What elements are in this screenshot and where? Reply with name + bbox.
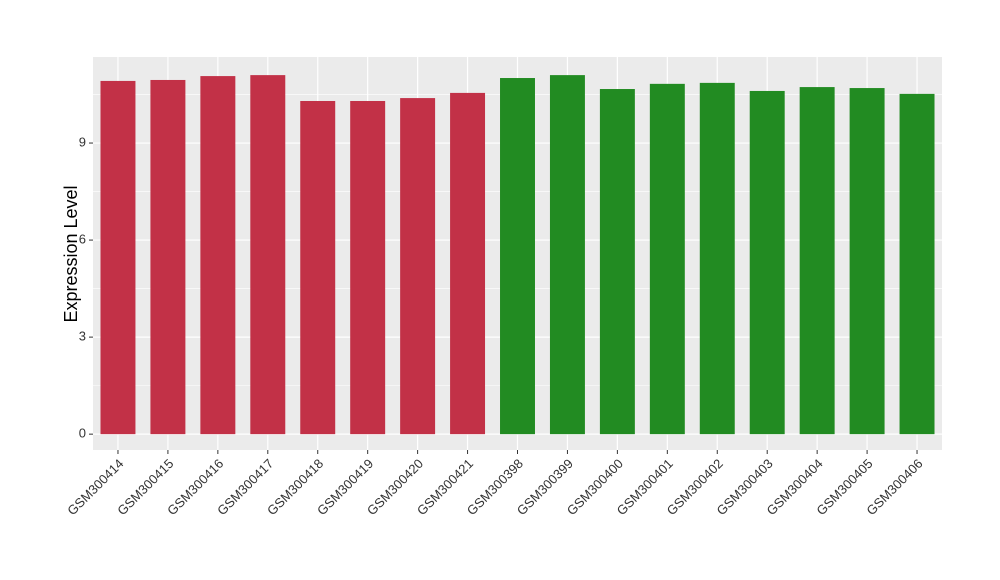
y-tick-label: 3 bbox=[79, 329, 86, 344]
bar bbox=[100, 80, 136, 435]
y-tick-label: 9 bbox=[79, 134, 86, 149]
bar bbox=[699, 82, 735, 435]
y-axis-label: Expression Level bbox=[61, 185, 81, 322]
bar bbox=[899, 93, 935, 435]
bar bbox=[500, 78, 535, 435]
bar bbox=[150, 79, 186, 435]
bar bbox=[749, 90, 785, 435]
bar bbox=[599, 89, 635, 435]
bar bbox=[849, 88, 885, 435]
bar bbox=[799, 87, 835, 435]
bar bbox=[300, 100, 336, 435]
bar bbox=[250, 75, 286, 435]
bar bbox=[350, 100, 386, 435]
bar bbox=[400, 98, 436, 435]
bar bbox=[649, 83, 685, 435]
bar bbox=[200, 76, 236, 435]
y-tick-label: 6 bbox=[79, 232, 86, 247]
bar bbox=[450, 92, 486, 435]
y-tick-label: 0 bbox=[79, 426, 86, 441]
bar bbox=[549, 75, 585, 435]
